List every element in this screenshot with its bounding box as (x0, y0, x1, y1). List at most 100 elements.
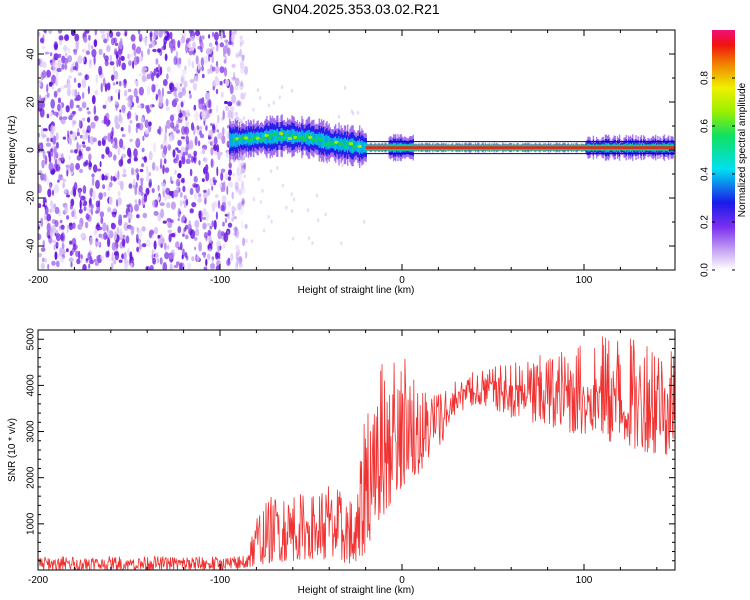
noise-blob (162, 164, 165, 175)
noise-blob (168, 233, 172, 243)
noise-blob (84, 30, 90, 34)
noise-blob (120, 37, 123, 45)
noise-blob (238, 263, 243, 268)
noise-blob (74, 33, 80, 42)
noise-blob (230, 32, 236, 42)
noise-blob (46, 177, 49, 185)
noise-blob (132, 184, 136, 189)
noise-blob (195, 55, 199, 65)
noise-blob (61, 63, 65, 70)
noise-blob (191, 155, 194, 164)
noise-blob (78, 107, 83, 112)
noise-blob (111, 242, 116, 251)
noise-blob (66, 248, 69, 253)
track-peak (276, 136, 281, 140)
noise-blob (142, 135, 145, 141)
noise-blob (234, 207, 237, 211)
noise-blob (135, 138, 141, 148)
noise-blob (76, 258, 81, 265)
noise-blob (194, 246, 197, 251)
noise-blob (202, 217, 206, 220)
noise-blob (91, 176, 95, 186)
noise-blob (94, 89, 99, 96)
noise-blob (117, 147, 121, 156)
noise-blob (152, 48, 157, 53)
noise-blob (83, 36, 88, 43)
noise-blob (73, 77, 77, 83)
noise-blob (224, 172, 229, 181)
noise-blob (234, 182, 239, 191)
noise-blob (170, 219, 174, 223)
noise-blob (118, 57, 121, 67)
noise-blob (133, 88, 138, 98)
noise-blob (114, 50, 119, 56)
x-tick-label: -200 (28, 575, 48, 586)
noise-blob (135, 95, 139, 104)
x-tick-label: -100 (210, 275, 230, 286)
noise-blob (53, 146, 57, 155)
noise-blob (215, 88, 219, 95)
noise-blob (157, 48, 161, 53)
noise-blob (46, 137, 50, 142)
noise-blob (197, 193, 202, 198)
noise-blob (242, 237, 246, 247)
noise-blob (188, 30, 193, 34)
noise-blob (86, 107, 89, 111)
noise-blob (166, 73, 169, 80)
track-core (318, 132, 320, 148)
noise-blob (178, 160, 182, 169)
noise-blob (113, 154, 117, 161)
noise-blob (103, 135, 108, 140)
noise-blob (120, 180, 124, 191)
y-tick-label: 5000 (26, 328, 37, 351)
noise-blob (187, 58, 191, 67)
noise-blob (148, 178, 153, 187)
noise-blob (232, 216, 238, 219)
noise-blob (44, 30, 47, 34)
track-core (315, 133, 317, 145)
noise-blob (81, 78, 87, 89)
noise-blob (68, 156, 71, 160)
x-tick-label: 0 (399, 275, 405, 286)
track-core (306, 130, 308, 145)
noise-blob (252, 197, 256, 202)
noise-blob (196, 125, 200, 131)
noise-blob (175, 82, 181, 89)
noise-blob (187, 224, 192, 230)
noise-blob (39, 108, 45, 118)
noise-blob (220, 151, 223, 156)
noise-blob (240, 200, 245, 205)
noise-blob (88, 263, 91, 269)
noise-blob (95, 238, 99, 242)
noise-blob (228, 162, 232, 169)
noise-blob (103, 175, 108, 181)
noise-blob (164, 252, 170, 260)
noise-blob (159, 66, 163, 75)
noise-blob (101, 33, 106, 40)
noise-blob (66, 225, 69, 234)
noise-blob (231, 191, 234, 200)
noise-blob (134, 203, 140, 212)
noise-blob (117, 196, 122, 207)
noise-blob (55, 233, 61, 242)
noise-blob (235, 84, 239, 91)
noise-blob (114, 115, 119, 125)
noise-blob (113, 65, 116, 74)
noise-blob (166, 119, 171, 129)
noise-blob (197, 140, 201, 147)
track-peak (357, 144, 362, 148)
noise-blob (222, 30, 225, 39)
noise-blob (75, 40, 79, 50)
noise-blob (110, 175, 113, 182)
noise-blob (164, 36, 168, 40)
noise-blob (155, 58, 159, 65)
noise-blob (210, 146, 214, 156)
noise-blob (72, 66, 77, 71)
noise-blob (227, 211, 231, 220)
track-core (275, 130, 277, 143)
noise-blob (83, 206, 87, 212)
noise-blob (210, 158, 213, 169)
noise-blob (135, 114, 139, 122)
noise-blob (217, 230, 223, 240)
noise-blob (53, 90, 58, 98)
